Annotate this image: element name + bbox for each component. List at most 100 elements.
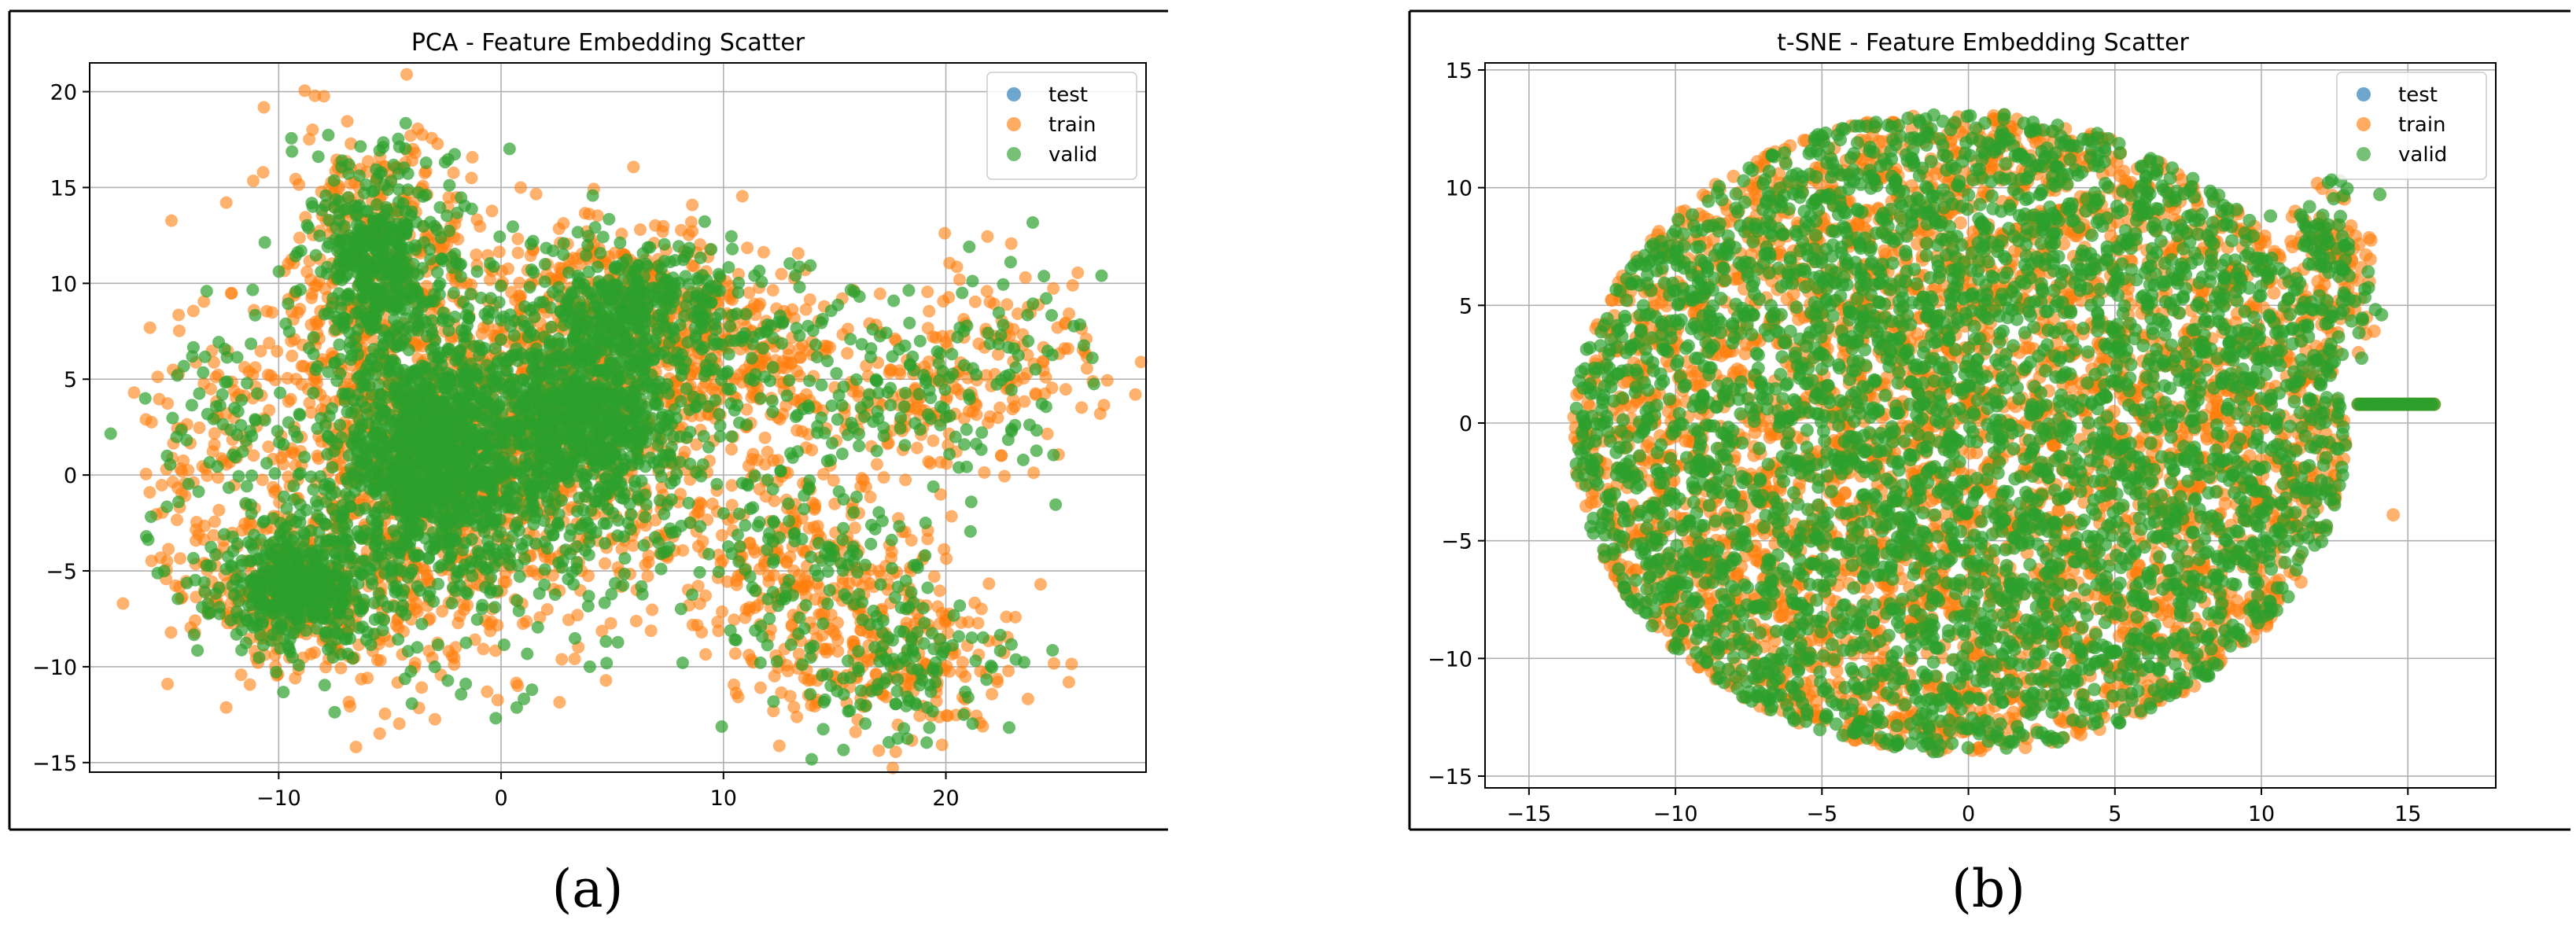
train-point (116, 597, 130, 610)
train-point (940, 552, 953, 565)
train-point (872, 744, 886, 757)
train-point (151, 370, 164, 384)
train-point (971, 616, 985, 630)
valid-point (271, 425, 284, 438)
train-point (785, 356, 798, 370)
valid-point (513, 570, 526, 583)
train-point (884, 363, 897, 377)
train-point (161, 397, 175, 410)
train-point (872, 565, 886, 578)
valid-point (507, 220, 519, 234)
train-point (305, 291, 319, 304)
train-point (766, 284, 779, 297)
train-point (293, 231, 306, 245)
valid-point (531, 620, 544, 634)
train-point (461, 598, 474, 612)
train-point (1021, 692, 1034, 705)
valid-point (459, 636, 473, 649)
valid-point (390, 503, 404, 517)
train-point (629, 614, 643, 627)
train-point (1008, 610, 1022, 624)
valid-point (375, 399, 389, 412)
valid-point (292, 468, 305, 481)
train-point (991, 675, 1004, 689)
valid-point (232, 469, 245, 483)
valid-point (293, 407, 306, 421)
train-point (257, 101, 271, 114)
train-point (942, 291, 956, 304)
train-point (415, 128, 429, 142)
train-point (748, 546, 761, 559)
train-point (1045, 381, 1059, 395)
valid-point (441, 674, 455, 687)
train-point (238, 517, 252, 531)
valid-point (405, 429, 418, 442)
valid-point (426, 447, 439, 460)
train-point (205, 382, 217, 396)
train-point (627, 160, 640, 174)
train-point (998, 469, 1012, 483)
train-point (143, 486, 157, 499)
train-point (686, 198, 699, 212)
valid-point (222, 481, 235, 495)
train-point (511, 246, 525, 259)
train-point (927, 570, 941, 583)
train-point (256, 166, 270, 179)
train-point (910, 441, 923, 454)
valid-point (366, 388, 378, 402)
train-point (981, 230, 994, 243)
train-point (775, 267, 788, 281)
train-point (143, 321, 157, 334)
train-point (171, 513, 183, 527)
valid-point (477, 375, 491, 388)
train-point (927, 330, 940, 344)
train-point (175, 465, 189, 478)
train-point (553, 696, 566, 709)
train-point (470, 213, 484, 226)
valid-point (289, 285, 303, 298)
train-point (491, 694, 504, 707)
valid-point (456, 563, 470, 576)
valid-point (444, 489, 458, 502)
valid-point (389, 490, 402, 503)
train-point (732, 690, 745, 704)
train-point (725, 443, 738, 456)
valid-point (445, 597, 459, 610)
train-point (728, 613, 741, 627)
train-point (811, 520, 824, 533)
train-point (1041, 427, 1054, 440)
train-point (511, 232, 525, 245)
train-point (693, 496, 706, 510)
train-point (161, 677, 174, 690)
train-point (155, 479, 168, 491)
valid-point (503, 142, 516, 156)
train-point (431, 137, 444, 150)
train-point (921, 285, 934, 299)
train-point (1059, 383, 1072, 396)
valid-point (432, 364, 445, 377)
train-point (848, 521, 861, 535)
train-point (513, 289, 525, 302)
train-point (373, 727, 386, 740)
train-point (266, 306, 278, 319)
train-point (429, 712, 441, 726)
train-point (555, 653, 569, 666)
valid-point (307, 348, 320, 361)
valid-point (674, 602, 687, 616)
train-point (870, 458, 883, 471)
train-point (728, 678, 741, 691)
train-point (793, 342, 806, 355)
train-point (684, 215, 698, 229)
train-point (234, 668, 248, 682)
train-point (1019, 270, 1032, 284)
valid-point (368, 506, 381, 519)
valid-point (451, 374, 465, 388)
valid-point (356, 381, 369, 393)
train-point (641, 569, 654, 583)
train-point (256, 473, 269, 487)
train-point (447, 166, 460, 179)
valid-point (423, 466, 437, 479)
train-point (400, 68, 413, 81)
train-point (994, 449, 1008, 462)
train-point (341, 115, 354, 128)
